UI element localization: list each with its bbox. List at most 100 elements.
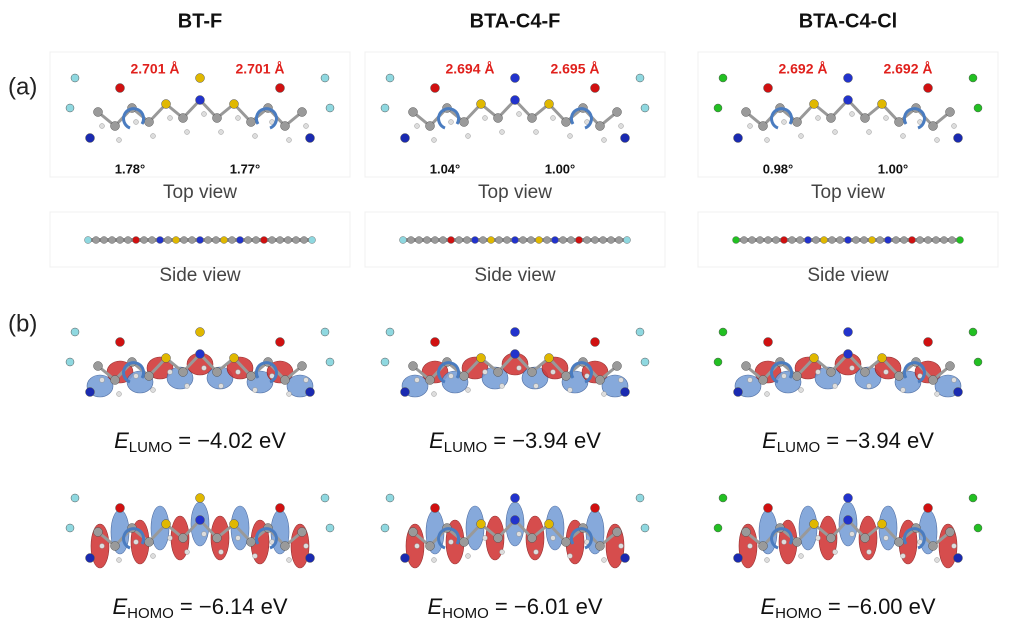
hydrogen (765, 558, 770, 563)
atom (560, 237, 567, 244)
atom (221, 237, 228, 244)
atom (426, 122, 435, 131)
atom (321, 328, 329, 336)
atom (528, 534, 537, 543)
hydrogen (517, 112, 522, 117)
atom (734, 388, 743, 397)
atom (276, 338, 285, 347)
atom (86, 554, 95, 563)
atom (293, 237, 300, 244)
atom (276, 504, 285, 513)
atom (494, 114, 503, 123)
atom (276, 84, 285, 93)
atom (545, 354, 554, 363)
energy-subscript: HOMO (775, 605, 822, 622)
hydrogen (185, 384, 190, 389)
atom (189, 237, 196, 244)
hydrogen (236, 370, 241, 375)
atom (946, 362, 955, 371)
atom (261, 237, 268, 244)
hydrogen (202, 112, 207, 117)
hydrogen (432, 138, 437, 143)
hydrogen (568, 388, 573, 393)
distance-label: 2.701 Å (130, 61, 179, 77)
hydrogen (952, 378, 957, 383)
atom (810, 100, 819, 109)
atom (749, 237, 756, 244)
hydrogen (449, 540, 454, 545)
atom (456, 237, 463, 244)
atom (196, 516, 205, 525)
atom (641, 524, 649, 532)
atom (929, 122, 938, 131)
distance-label: 2.695 Å (550, 61, 599, 77)
hydrogen (466, 388, 471, 393)
atom (309, 237, 316, 244)
energy-value: = −6.01 eV (489, 594, 603, 619)
atom (401, 554, 410, 563)
hydrogen (782, 374, 787, 379)
hydrogen (602, 138, 607, 143)
atom (765, 237, 772, 244)
energy-value: = −4.02 eV (172, 428, 286, 453)
atom (66, 358, 74, 366)
atom (878, 354, 887, 363)
distance-label: 2.701 Å (235, 61, 284, 77)
atom (929, 542, 938, 551)
atom (941, 237, 948, 244)
hydrogen (833, 384, 838, 389)
view-label: Side view (474, 265, 556, 286)
atom (793, 538, 802, 547)
atom (386, 328, 394, 336)
atom (401, 388, 410, 397)
hydrogen (551, 370, 556, 375)
atom (409, 528, 418, 537)
atom (714, 104, 722, 112)
atom (528, 237, 535, 244)
atom (141, 237, 148, 244)
atom (895, 118, 904, 127)
hydrogen (500, 550, 505, 555)
atom (909, 237, 916, 244)
atom (924, 84, 933, 93)
energy-subscript: LUMO (444, 439, 487, 456)
atom (66, 524, 74, 532)
atom (460, 538, 469, 547)
hydrogen (551, 536, 556, 541)
hydrogen (799, 554, 804, 559)
atom (969, 74, 977, 82)
hydrogen (782, 540, 787, 545)
atom (71, 74, 79, 82)
atom (773, 237, 780, 244)
atom (101, 237, 108, 244)
atom (844, 96, 853, 105)
atom (591, 338, 600, 347)
atom (281, 542, 290, 551)
atom (111, 376, 120, 385)
atom (621, 388, 630, 397)
atom (511, 96, 520, 105)
atom (247, 118, 256, 127)
distance-label: 2.692 Å (883, 61, 932, 77)
atom (596, 376, 605, 385)
energy-value: = −3.94 eV (487, 428, 601, 453)
atom (298, 528, 307, 537)
atom (321, 74, 329, 82)
atom (125, 237, 132, 244)
atom (844, 74, 853, 83)
atom (196, 74, 205, 83)
hydrogen (517, 532, 522, 537)
atom (205, 237, 212, 244)
hydrogen (236, 536, 241, 541)
energy-symbol: E (429, 428, 444, 453)
atom (94, 108, 103, 117)
atom (94, 362, 103, 371)
atom (149, 237, 156, 244)
atom (511, 74, 520, 83)
atom (917, 237, 924, 244)
hydrogen (483, 370, 488, 375)
hydrogen (867, 550, 872, 555)
energy-subscript: LUMO (129, 439, 172, 456)
atom (600, 237, 607, 244)
energy-symbol: E (427, 594, 442, 619)
